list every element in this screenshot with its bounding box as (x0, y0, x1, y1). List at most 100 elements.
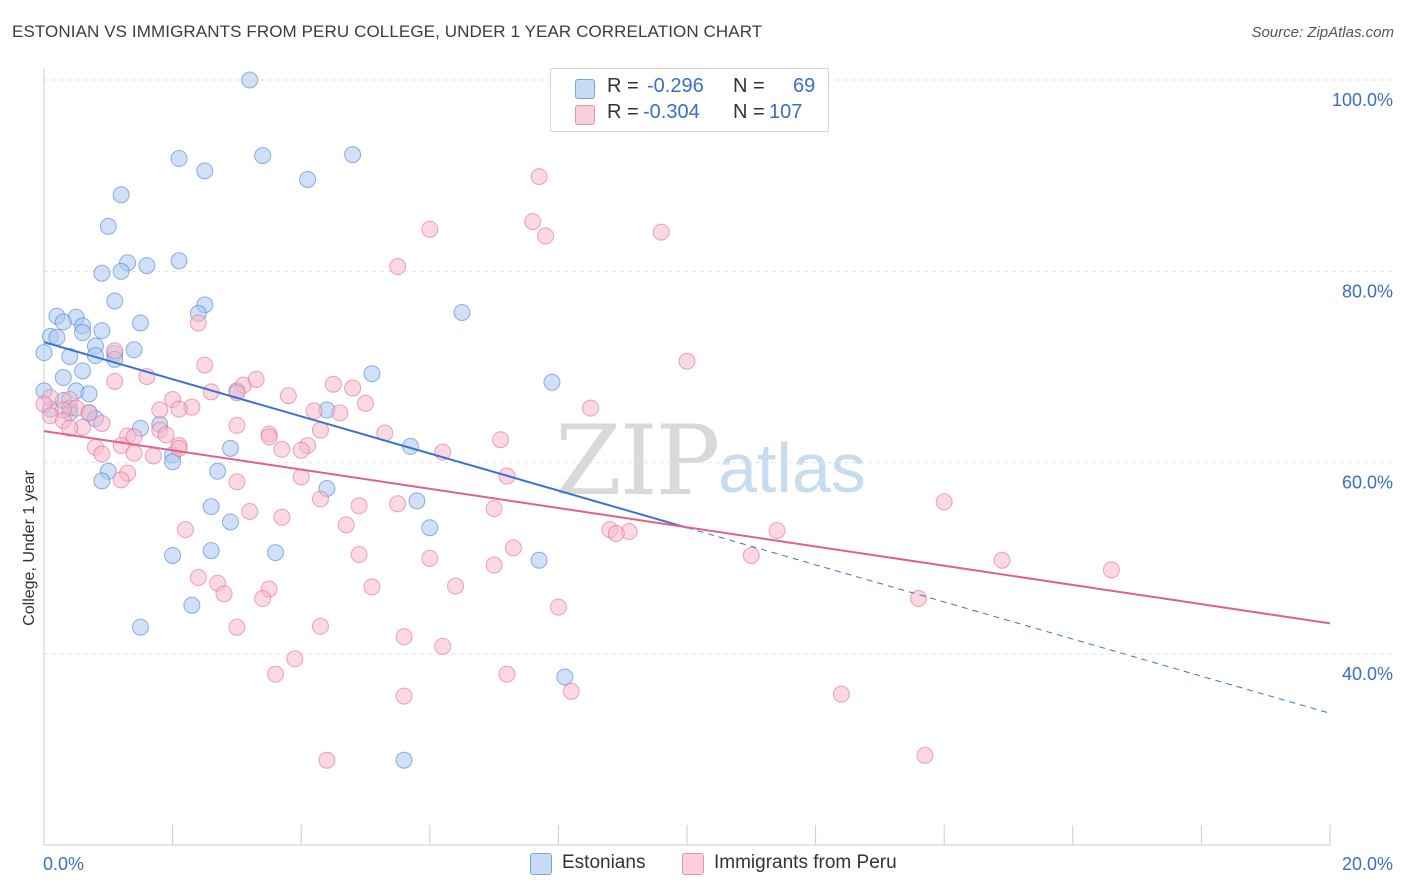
data-point (279, 387, 297, 405)
data-point (170, 400, 188, 418)
data-point (54, 313, 72, 331)
trend-line-0 (43, 341, 688, 529)
y-axis-title: College, Under 1 year (21, 470, 38, 626)
data-point (228, 618, 246, 636)
data-point (408, 492, 426, 510)
data-point (350, 497, 368, 515)
data-point (61, 347, 79, 365)
data-point (189, 568, 207, 586)
data-point (530, 551, 548, 569)
data-point (221, 513, 239, 531)
data-point (241, 502, 259, 520)
data-point (157, 426, 175, 444)
correlation-legend: R = -0.296 N = 69 R = -0.304 N = 107 (550, 68, 829, 132)
legend-r-label: R = (607, 75, 639, 97)
data-point (209, 462, 227, 480)
tick-labels: 40.0% 60.0% 80.0% 100.0% 0.0% 20.0% (43, 90, 1393, 874)
data-point (170, 252, 188, 270)
data-point (196, 356, 214, 374)
data-point (389, 258, 407, 276)
data-point (61, 419, 79, 437)
data-point (125, 444, 143, 462)
data-point (389, 495, 407, 513)
data-point (215, 585, 233, 603)
data-point (131, 314, 149, 332)
data-point (106, 372, 124, 390)
data-point (202, 498, 220, 516)
data-point (196, 162, 214, 180)
data-point (228, 416, 246, 434)
data-point (176, 521, 194, 539)
bottom-legend-swatch-estonians (530, 853, 552, 875)
watermark-atlas: atlas (718, 429, 866, 507)
trend-lines (43, 341, 1331, 714)
data-point (318, 751, 336, 769)
data-point (607, 524, 625, 542)
trend-line-1 (43, 430, 1331, 625)
data-point (447, 577, 465, 595)
data-point (228, 473, 246, 491)
data-point (485, 500, 503, 518)
data-point (909, 590, 927, 608)
chart-title: ESTONIAN VS IMMIGRANTS FROM PERU COLLEGE… (12, 22, 763, 41)
data-point (131, 618, 149, 636)
data-point (344, 146, 362, 164)
data-point (273, 508, 291, 526)
data-point (99, 217, 117, 235)
data-point (221, 439, 239, 457)
data-point (498, 665, 516, 683)
data-point (144, 447, 162, 465)
data-point (164, 546, 182, 564)
data-point (170, 149, 188, 167)
data-point (434, 637, 452, 655)
data-point (247, 370, 265, 388)
data-point (112, 186, 130, 204)
y-tick-label: 60.0% (1342, 473, 1393, 493)
legend-n-value: 107 (769, 101, 803, 123)
data-point (916, 746, 934, 764)
series-1-points (35, 168, 1120, 769)
data-point (395, 628, 413, 646)
x-tick-label: 0.0% (43, 854, 84, 874)
data-point (54, 369, 72, 387)
data-point (357, 394, 374, 412)
data-point (74, 324, 92, 342)
data-point (543, 373, 561, 391)
data-point (112, 262, 130, 280)
data-point (453, 303, 471, 321)
data-point (138, 257, 156, 275)
data-point (421, 519, 439, 537)
legend-r-value: -0.304 (643, 101, 700, 123)
data-point (292, 468, 310, 486)
series-0-points (35, 71, 574, 769)
bottom-legend-label: Immigrants from Peru (714, 852, 897, 873)
data-point (537, 227, 555, 245)
data-point (742, 546, 760, 564)
data-point (530, 168, 548, 186)
data-point (562, 682, 580, 700)
data-point (421, 220, 439, 238)
data-point (106, 292, 124, 310)
data-point (286, 650, 304, 668)
data-point (311, 617, 329, 635)
bottom-legend-swatch-peru (682, 853, 704, 875)
data-point (363, 578, 381, 596)
data-point (254, 590, 272, 608)
data-point (331, 404, 349, 422)
data-point (254, 147, 272, 165)
x-tick-label: 20.0% (1342, 854, 1393, 874)
data-point (266, 544, 284, 562)
data-point (363, 365, 381, 383)
data-point (93, 445, 111, 463)
data-point (344, 379, 362, 397)
data-point (299, 170, 317, 188)
data-point (492, 431, 510, 449)
legend-swatch-estonians (575, 79, 595, 99)
axes (43, 68, 1331, 846)
data-point (350, 546, 368, 564)
data-point (93, 472, 111, 490)
data-point (292, 441, 310, 459)
legend-swatch-peru (575, 105, 595, 125)
data-point (80, 404, 98, 422)
data-point (582, 399, 600, 417)
